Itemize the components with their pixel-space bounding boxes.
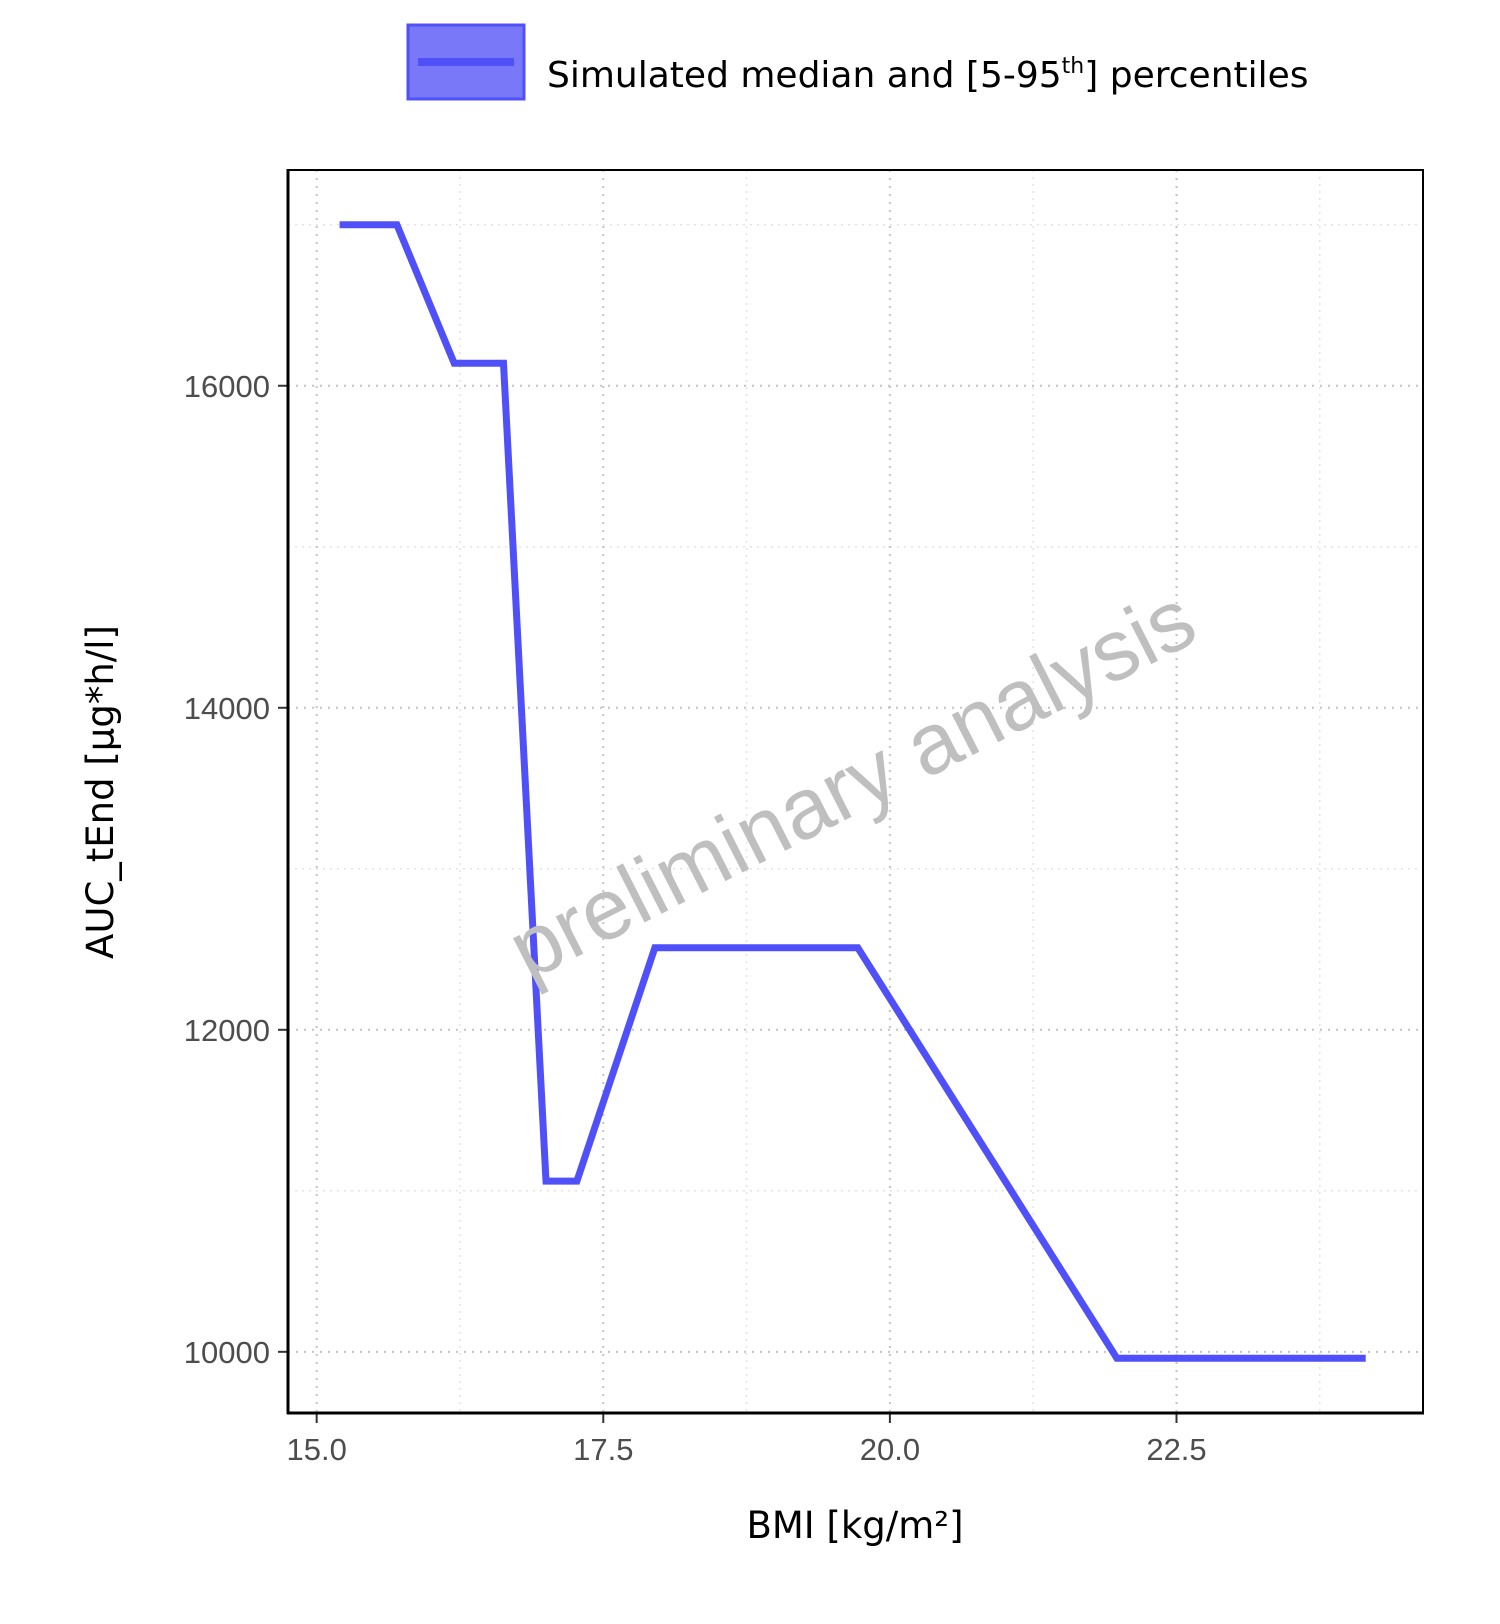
watermark: preliminary analysis [494, 570, 1210, 998]
x-axis: 15.0 17.5 20.0 22.5 [286, 1413, 1207, 1467]
x-tick-label: 22.5 [1146, 1432, 1206, 1467]
x-tick-label: 20.0 [860, 1432, 920, 1467]
grid [288, 170, 1423, 1413]
legend-label-superscript: th [1062, 54, 1085, 79]
legend-label: Simulated median and [5-95th] percentile… [547, 54, 1309, 96]
y-axis: 10000 12000 14000 16000 [184, 369, 288, 1370]
y-tick-label: 16000 [184, 369, 270, 404]
x-tick-label: 17.5 [573, 1432, 633, 1467]
y-tick-label: 14000 [184, 691, 270, 726]
x-tick-label: 15.0 [286, 1432, 346, 1467]
x-axis-title: BMI [kg/m²] [746, 1504, 963, 1547]
series-layer [339, 221, 1366, 1362]
y-tick-label: 12000 [184, 1013, 270, 1048]
y-tick-label: 10000 [184, 1335, 270, 1370]
legend: Simulated median and [5-95th] percentile… [406, 23, 1309, 101]
y-axis-title: AUC_tEnd [µg*h/l] [79, 625, 122, 959]
series-line-median [339, 221, 1366, 1362]
